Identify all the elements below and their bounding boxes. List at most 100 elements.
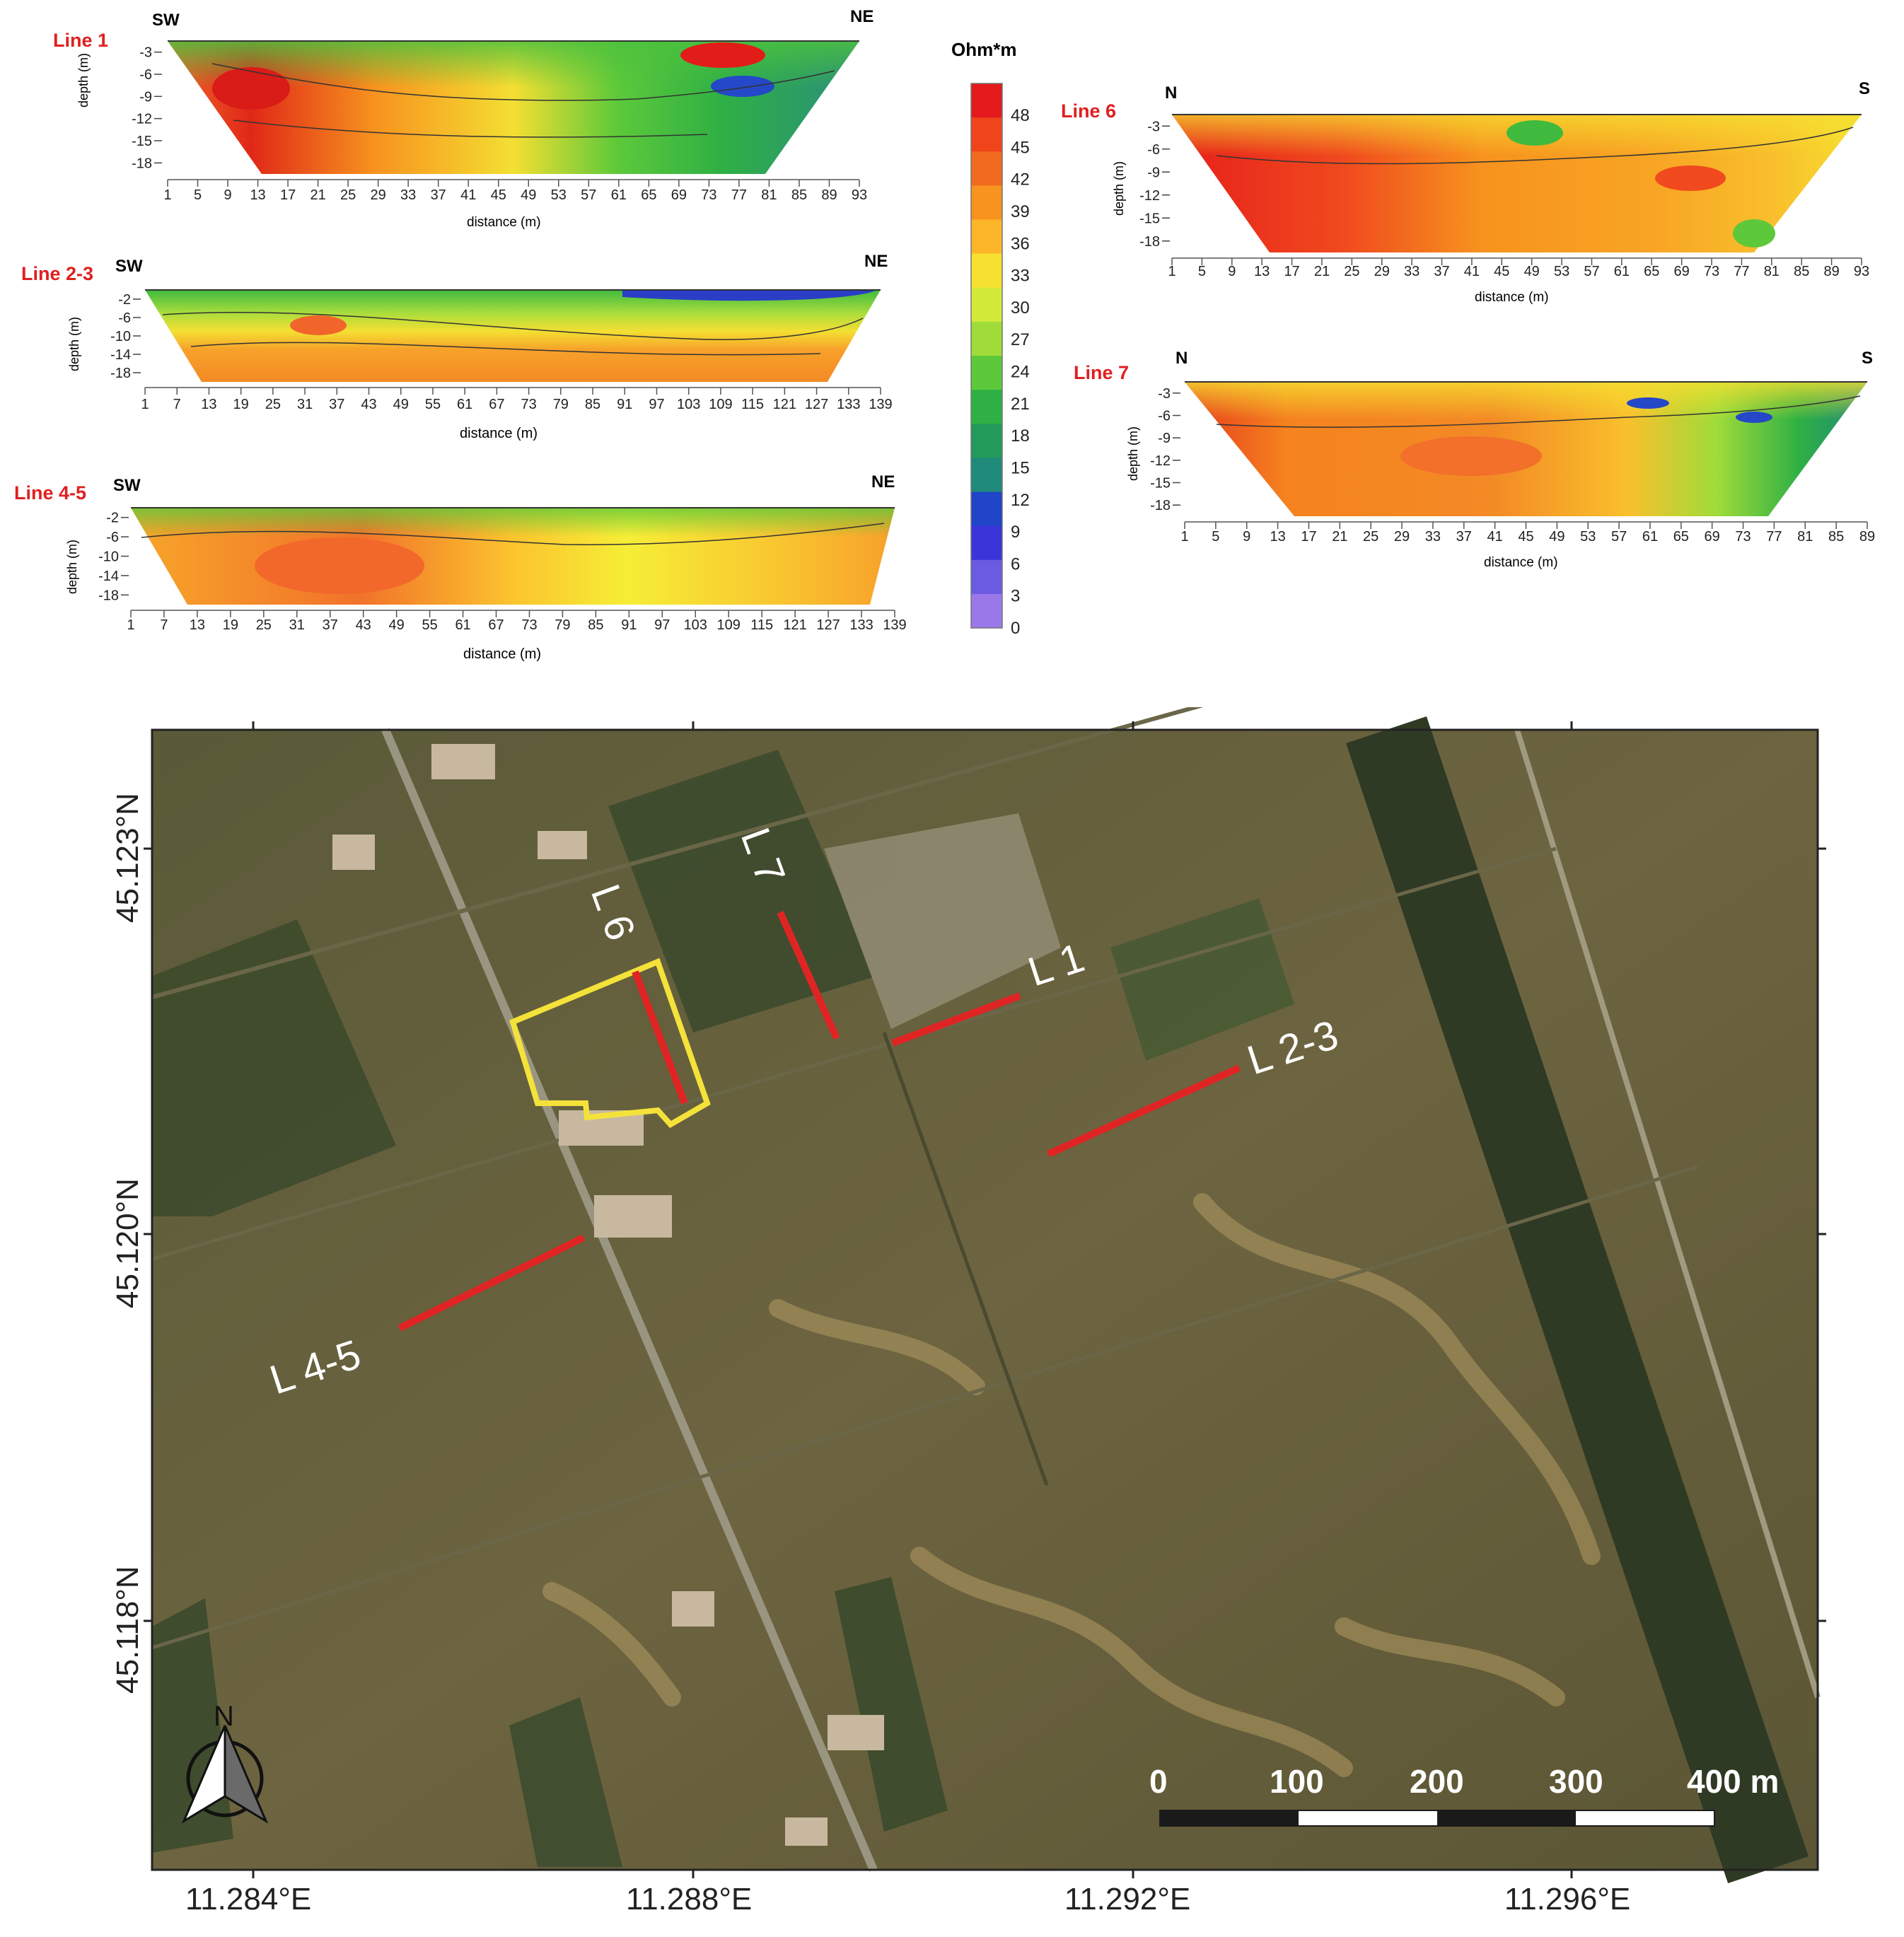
north-arrow-icon: N (181, 1701, 269, 1824)
profile-line6-contour (1216, 127, 1854, 165)
profile-line6-xtick: 85 (1794, 264, 1809, 279)
profile-line7-xtick: 25 (1363, 529, 1378, 545)
profile-line1-section-shallow (168, 41, 859, 174)
profile-line1-xtick: 13 (250, 187, 265, 203)
profile-line6-title: Line 6 (1061, 100, 1117, 122)
profile-line7-xtick: 29 (1394, 529, 1410, 545)
profile-line45-section-shallow (131, 508, 895, 605)
profile-line7-ylabel: depth (m) (1126, 426, 1140, 481)
building (672, 1591, 714, 1627)
north-label: N (214, 1701, 234, 1732)
profile-line6-xtick: 73 (1704, 264, 1719, 279)
colorbar-tick: 18 (1011, 426, 1030, 446)
scale-label-0: 0 (1149, 1763, 1168, 1800)
profile-line45-xtick: 73 (521, 617, 537, 633)
field-dark-green (835, 1577, 948, 1832)
scale-bar-segment (1160, 1810, 1299, 1826)
profile-line23-xtick: 73 (521, 397, 536, 412)
profile-line6-xtick: 53 (1554, 264, 1569, 279)
profile-line45-xtick: 7 (160, 617, 168, 633)
profile-line45-ytick: -10 (98, 549, 119, 565)
colorbar-tick: 15 (1011, 458, 1030, 477)
profile-line6-xlabel: distance (m) (1475, 290, 1549, 305)
profile-line23-contour (162, 311, 864, 340)
profile-line45-xtick: 97 (654, 617, 670, 633)
colorbar-tick: 36 (1011, 234, 1030, 253)
profile-line1-xtick: 33 (400, 187, 416, 203)
profile-line7-xtick: 5 (1212, 529, 1219, 545)
colorbar-segment (971, 287, 1002, 322)
profile-line1-contour (211, 63, 835, 101)
profile-line6-xtick: 65 (1644, 264, 1659, 279)
colorbar-tick: 30 (1011, 298, 1030, 318)
colorbar-segment (971, 390, 1002, 424)
profile-line23-xtick: 25 (265, 397, 281, 412)
profile-line1-xtick: 65 (641, 187, 656, 203)
building (594, 1195, 672, 1238)
lon-label: 11.296°E (1504, 1882, 1630, 1916)
lon-label: 11.292°E (1064, 1882, 1190, 1916)
colorbar-tick: 3 (1011, 587, 1020, 606)
building (431, 744, 495, 779)
colorbar-tick: 27 (1011, 330, 1030, 349)
profile-line1-xtick: 77 (731, 187, 747, 203)
profile-line23-xtick: 121 (773, 397, 796, 412)
profile-line45-ytick: -2 (106, 511, 119, 526)
profile-line23-xtick: 103 (677, 397, 700, 412)
profile-line1-xtick: 57 (581, 187, 596, 203)
profile-line1-ytick: -3 (139, 45, 152, 61)
profile-line1-anomaly-high (212, 67, 290, 110)
colorbar-segment (971, 356, 1002, 390)
profile-line45-anomaly-high (255, 537, 424, 594)
colorbar-segment (971, 117, 1002, 152)
profile-line7-xtick: 21 (1332, 529, 1347, 545)
profile-line7-anomaly-high (1400, 436, 1542, 476)
profile-line6-xtick: 61 (1614, 264, 1630, 279)
colorbar-segment (971, 559, 1002, 595)
profile-line7-ytick: -12 (1150, 453, 1171, 469)
profile-line23-axes: -2 -6 -10 -14 -18 1 7 13 19 25 31 37 43 49 55 61 67 73 79 8… (110, 292, 893, 412)
colorbar-tick: 24 (1011, 363, 1030, 382)
profile-line23-xtick: 85 (585, 397, 600, 412)
profile-line1-xtick: 73 (701, 187, 716, 203)
aerial-map-panel: L 1 L 2-3 L 4-5 L 6 L 7 (0, 634, 1904, 1933)
colorbar-tick: 39 (1011, 202, 1030, 221)
north-arrow-right (224, 1725, 269, 1824)
profile-line1-xtick: 49 (521, 187, 536, 203)
profile-line6-ytick: -6 (1147, 142, 1160, 158)
colorbar-segment (971, 253, 1002, 289)
profile-line45-xtick: 133 (849, 617, 873, 633)
scale-bar-segment (1437, 1810, 1576, 1826)
soil-mark (910, 1547, 1353, 1777)
profile-line7-right-dir: S (1862, 349, 1874, 368)
resistivity-panel: 48 45 42 39 36 33 30 27 24 21 18 15 12 9 6 3 0 -3 -6 -9 -12… (0, 0, 1904, 679)
profile-line1-ytick: -6 (139, 67, 152, 83)
profile-line1-left-dir: SW (152, 11, 180, 30)
profile-line45-xtick: 115 (750, 617, 773, 633)
scale-bar-outline (1159, 1810, 1715, 1827)
profile-line7-anomaly-low-east (1736, 412, 1772, 423)
colorbar-segment (971, 424, 1002, 458)
profile-line23-xtick: 139 (869, 397, 892, 412)
profile-line1-xtick: 69 (671, 187, 687, 203)
profile-line1-xtick: 45 (491, 187, 506, 203)
profile-line45-title: Line 4-5 (14, 482, 87, 504)
map-fields (152, 750, 1294, 1867)
profile-line6-xtick: 45 (1494, 264, 1509, 279)
profile-line23-anomaly-low (622, 290, 877, 301)
profile-line7-xtick: 85 (1828, 529, 1844, 545)
profile-line6-left-dir: N (1165, 83, 1178, 103)
field-dark-green (509, 1697, 622, 1867)
profile-line45-xtick: 31 (289, 617, 305, 633)
colorbar-tick: 42 (1011, 170, 1030, 190)
field-track (151, 847, 1557, 1261)
profile-line1-xtick: 37 (431, 187, 446, 203)
profile-line6-anomaly-high (1655, 165, 1726, 191)
profile-line23-section (145, 290, 881, 382)
profile-line45-xtick: 67 (488, 617, 504, 633)
lat-label: 45.120°N (110, 1178, 145, 1308)
profile-line23-xtick: 31 (297, 397, 313, 412)
profile-line45-ylabel: depth (m) (65, 539, 79, 594)
field-dark-green (152, 919, 396, 1216)
